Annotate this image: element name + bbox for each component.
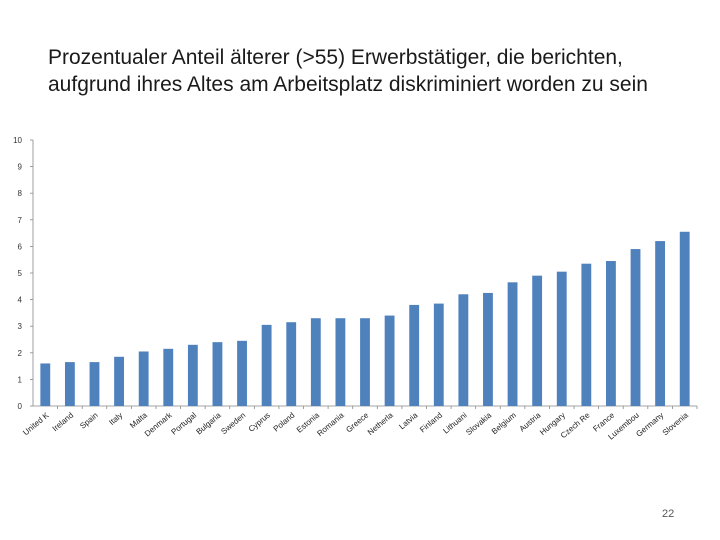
bar-slovenia — [679, 231, 690, 406]
bar-netherla — [384, 315, 395, 406]
bar-lithuani — [458, 294, 469, 406]
bar-portugal — [187, 344, 198, 406]
y-tick-label: 10 — [13, 136, 22, 145]
bar-luxembou — [630, 249, 641, 406]
bar-bulgaria — [212, 342, 223, 406]
x-category-label: Netherla — [366, 410, 395, 437]
bar-spain — [89, 362, 100, 406]
x-category-label: Ireland — [51, 411, 76, 434]
x-category-label: Romania — [315, 410, 346, 438]
x-category-label: Slovakia — [464, 410, 493, 437]
x-category-label: Belgium — [490, 410, 518, 436]
x-category-label: Cyprus — [247, 411, 272, 434]
bar-hungary — [556, 271, 567, 406]
bar-italy — [114, 356, 124, 406]
bar-germany — [655, 241, 666, 406]
x-category-label: Malta — [128, 410, 149, 430]
x-category-label: Finland — [418, 411, 444, 435]
y-tick-label: 7 — [18, 216, 23, 225]
x-axis-labels: United K Ireland Spain Italy MaltaDenmarkPor… — [21, 410, 690, 442]
bar-austria — [532, 275, 543, 406]
bar-denmark — [163, 348, 174, 406]
x-category-label: Latvia — [397, 410, 420, 431]
bar-greece — [360, 318, 370, 406]
x-category-label: Spain — [78, 411, 99, 431]
y-tick-label: 6 — [18, 242, 23, 251]
x-category-label: Denmark — [143, 410, 174, 438]
bar-latvia — [409, 304, 420, 406]
bar-ireland — [64, 362, 75, 406]
bar-cyprus — [261, 324, 272, 406]
x-category-label: Bulgaria — [194, 410, 223, 436]
y-tick-label: 8 — [18, 189, 23, 198]
bar-france — [606, 261, 616, 406]
chart-title: Prozentualer Anteil älterer (>55) Erwerb… — [48, 46, 648, 96]
y-tick-label: 4 — [18, 296, 23, 305]
x-category-label: United K — [21, 410, 51, 437]
y-tick-label: 9 — [18, 163, 23, 172]
x-category-label: Slovenia — [661, 410, 691, 437]
bar-belgium — [507, 282, 518, 406]
y-tick-label: 5 — [18, 269, 23, 278]
y-tick-label: 0 — [18, 402, 23, 411]
y-tick-label: 3 — [18, 322, 23, 331]
x-category-label: Italy — [107, 411, 124, 427]
x-category-label: Portugal — [170, 410, 199, 436]
bar-sweden — [237, 340, 247, 406]
bar-poland — [286, 322, 297, 406]
x-category-label: Sweden — [219, 411, 247, 436]
bar-slovakia — [483, 292, 493, 406]
bar-estonia — [310, 318, 321, 406]
bar-czech-re — [581, 263, 592, 406]
bar-united-k — [40, 363, 51, 406]
x-category-label: Poland — [272, 411, 297, 434]
y-tick-label: 2 — [18, 349, 23, 358]
bars — [40, 231, 698, 409]
x-category-label: Germany — [634, 411, 665, 439]
y-tick-label: 1 — [18, 375, 23, 384]
bar-malta — [138, 351, 149, 406]
bar-finland — [433, 303, 444, 406]
page-number: 22 — [662, 508, 675, 520]
bar-romania — [335, 318, 346, 406]
